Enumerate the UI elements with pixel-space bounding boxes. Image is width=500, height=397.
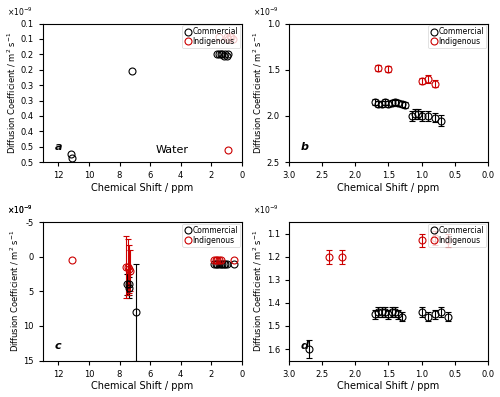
Legend: Commercial, Indigenous: Commercial, Indigenous bbox=[428, 25, 486, 48]
Text: c: c bbox=[55, 341, 62, 351]
Text: $\times10^{-9}$: $\times10^{-9}$ bbox=[7, 6, 33, 18]
X-axis label: Chemical Shift / ppm: Chemical Shift / ppm bbox=[338, 382, 440, 391]
Text: $\times10^{-9}$: $\times10^{-9}$ bbox=[7, 204, 33, 216]
Text: b: b bbox=[301, 143, 309, 152]
Text: d: d bbox=[301, 341, 309, 351]
Text: $\times10^{-9}$: $\times10^{-9}$ bbox=[253, 6, 279, 18]
X-axis label: Chemical Shift / ppm: Chemical Shift / ppm bbox=[92, 183, 194, 193]
Legend: Commercial, Indigenous: Commercial, Indigenous bbox=[428, 224, 486, 247]
Text: a: a bbox=[55, 143, 62, 152]
Legend: Commercial, Indigenous: Commercial, Indigenous bbox=[182, 25, 240, 48]
Legend: Commercial, Indigenous: Commercial, Indigenous bbox=[182, 224, 240, 247]
Y-axis label: Diffusion Coefficient / m$^2$ s$^{-1}$: Diffusion Coefficient / m$^2$ s$^{-1}$ bbox=[252, 230, 264, 353]
Text: $\times10^{-9}$: $\times10^{-9}$ bbox=[7, 204, 33, 216]
Text: Water: Water bbox=[156, 145, 188, 155]
Y-axis label: Diffusion Coefficient / m$^2$ s$^{-1}$: Diffusion Coefficient / m$^2$ s$^{-1}$ bbox=[6, 32, 18, 154]
Text: $\times10^{-9}$: $\times10^{-9}$ bbox=[253, 204, 279, 216]
Y-axis label: Diffusion Coefficient / m$^2$ s$^{-1}$: Diffusion Coefficient / m$^2$ s$^{-1}$ bbox=[252, 32, 264, 154]
X-axis label: Chemical Shift / ppm: Chemical Shift / ppm bbox=[338, 183, 440, 193]
Y-axis label: Diffusion Coefficient / m$^2$ s$^{-1}$: Diffusion Coefficient / m$^2$ s$^{-1}$ bbox=[8, 230, 20, 353]
X-axis label: Chemical Shift / ppm: Chemical Shift / ppm bbox=[92, 382, 194, 391]
